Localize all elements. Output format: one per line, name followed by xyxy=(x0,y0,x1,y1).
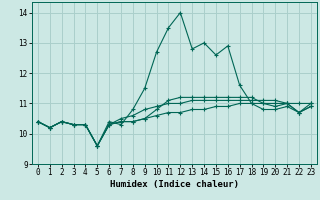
X-axis label: Humidex (Indice chaleur): Humidex (Indice chaleur) xyxy=(110,180,239,189)
